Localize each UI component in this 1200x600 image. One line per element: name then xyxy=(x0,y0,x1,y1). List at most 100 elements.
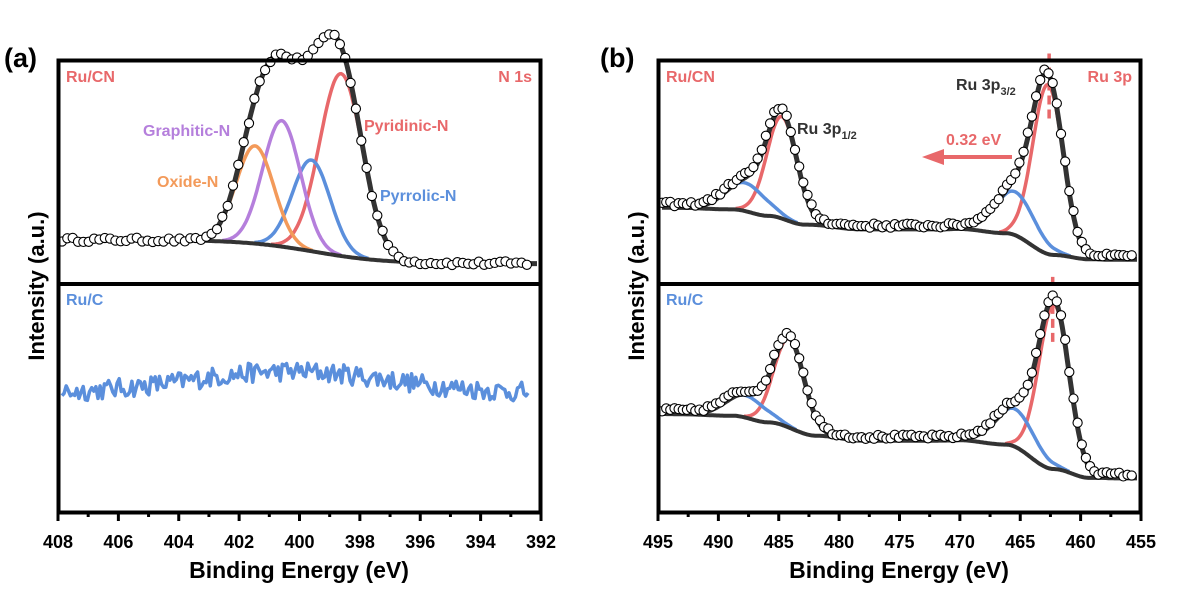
component-graphitic-n xyxy=(222,118,342,257)
shift-arrow-icon xyxy=(922,149,1012,165)
x-tick-label: 392 xyxy=(526,532,556,552)
peak-label-ru-3p-1-2-main: Ru 3p xyxy=(797,121,842,138)
x-tick-label: 394 xyxy=(466,532,496,552)
raw-data-point xyxy=(377,225,388,236)
raw-data-point xyxy=(794,161,805,172)
peak-label-ru-3p-3-2: Ru 3p3/2 xyxy=(956,77,1016,98)
x-tick-label: 396 xyxy=(405,532,435,552)
x-tick-label: 480 xyxy=(824,532,854,552)
background-line xyxy=(662,205,1137,262)
x-tick-label: 408 xyxy=(43,532,73,552)
raw-data-point xyxy=(1060,334,1071,345)
raw-data-point xyxy=(798,367,809,378)
raw-data-point xyxy=(1076,439,1087,450)
raw-data-point xyxy=(789,338,801,350)
panel-a-frame xyxy=(56,58,543,515)
x-tick-label: 485 xyxy=(764,532,794,552)
panel-a: (a) 408 406 404 402 400 398 396 394 392 Ru/CN N … xyxy=(4,29,556,583)
component-label-pyridinic-n: Pyridinic-N xyxy=(364,118,448,135)
y-axis-label-a: Intensity (a.u.) xyxy=(24,211,49,360)
raw-data-point xyxy=(1018,146,1029,157)
raw-data-point xyxy=(243,118,255,129)
raw-data-point xyxy=(1072,417,1083,428)
raw-data-point xyxy=(356,135,367,146)
raw-data-point xyxy=(227,180,239,191)
component-pyrrolic-n xyxy=(254,158,369,261)
raw-data-point xyxy=(1026,111,1038,122)
raw-data-point xyxy=(760,130,772,141)
raw-data-point xyxy=(764,118,776,129)
component-label-oxide-n: Oxide-N xyxy=(157,174,218,191)
x-tick-label: 470 xyxy=(945,532,975,552)
raw-data-point xyxy=(1035,74,1046,86)
component-label-graphitic-n: Graphitic-N xyxy=(143,123,230,140)
raw-data-point xyxy=(211,224,223,235)
x-tick-label: 465 xyxy=(1005,532,1035,552)
x-axis-label-a: Binding Energy (eV) xyxy=(189,557,409,583)
raw-data-point xyxy=(222,200,233,212)
raw-data-point xyxy=(366,190,378,202)
x-tick-label: 460 xyxy=(1066,532,1096,552)
x-tick-label: 398 xyxy=(345,532,375,552)
raw-data-point xyxy=(1060,156,1071,167)
raw-data-point xyxy=(1080,452,1092,463)
raw-data-point xyxy=(1035,328,1046,340)
raw-data-point xyxy=(798,177,809,188)
panel-a-top-plot xyxy=(56,29,537,271)
raw-data-point xyxy=(1030,91,1042,102)
raw-data-point xyxy=(1026,367,1038,378)
y-axis-label-b: Intensity (a.u.) xyxy=(624,211,649,360)
raw-data-point xyxy=(1064,366,1075,378)
raw-data-point xyxy=(1022,127,1033,138)
x-tick-label: 404 xyxy=(164,532,194,552)
raw-data-point xyxy=(1010,168,1021,179)
raw-data-point xyxy=(329,29,340,41)
raw-data-point xyxy=(361,162,372,174)
raw-data-point xyxy=(1126,470,1137,481)
panel-label-b: (b) xyxy=(600,43,634,73)
sample-label-a-bottom: Ru/C xyxy=(66,292,104,309)
panel-a-x-ticks: 408 406 404 402 400 398 396 394 392 xyxy=(43,512,556,552)
raw-data-point xyxy=(1072,226,1083,238)
raw-data-point xyxy=(1051,98,1062,109)
sample-label-b-bottom: Ru/C xyxy=(666,292,704,309)
raw-data-point xyxy=(1055,128,1067,140)
peak-label-ru-3p-1-2: Ru 3p1/2 xyxy=(797,121,857,142)
raw-data-point xyxy=(350,103,362,114)
raw-data-point xyxy=(334,39,346,50)
raw-data-point xyxy=(1014,157,1025,168)
panel-label-a: (a) xyxy=(4,43,37,73)
x-tick-label: 400 xyxy=(284,532,314,552)
raw-data-point xyxy=(1022,379,1033,390)
x-tick-label: 495 xyxy=(643,532,673,552)
sample-label-a-top: Ru/CN xyxy=(66,69,115,86)
raw-data-point xyxy=(1064,185,1075,197)
raw-data-point xyxy=(372,210,383,221)
raw-data-point xyxy=(1055,310,1067,321)
shift-annotation-text: 0.32 eV xyxy=(946,132,1001,149)
raw-data-point xyxy=(1039,310,1050,321)
raw-data-point xyxy=(1068,393,1079,404)
raw-data-point xyxy=(785,126,796,138)
peak-label-ru-3p-3-2-main: Ru 3p xyxy=(956,77,1001,94)
raw-data-point xyxy=(238,137,249,148)
x-axis-label-b: Binding Energy (eV) xyxy=(789,557,1009,583)
raw-data-point xyxy=(789,144,801,155)
raw-data-point xyxy=(1047,77,1058,89)
raw-data-point xyxy=(259,64,271,76)
raw-data-point xyxy=(781,110,792,121)
raw-data-point xyxy=(233,159,244,170)
x-tick-label: 402 xyxy=(224,532,254,552)
raw-data-point xyxy=(1126,250,1137,261)
raw-data-point xyxy=(1030,347,1042,359)
peak-label-ru-3p-1-2-sub: 1/2 xyxy=(841,130,856,142)
raw-data-point xyxy=(254,76,265,87)
raw-data-point xyxy=(764,363,776,375)
component-label-pyrrolic-n: Pyrrolic-N xyxy=(380,188,456,205)
raw-data-point xyxy=(769,349,780,360)
raw-data-point xyxy=(794,353,805,364)
panel-a-bottom-plot xyxy=(60,361,530,403)
raw-data-point xyxy=(748,161,759,173)
raw-data-point xyxy=(785,331,796,342)
